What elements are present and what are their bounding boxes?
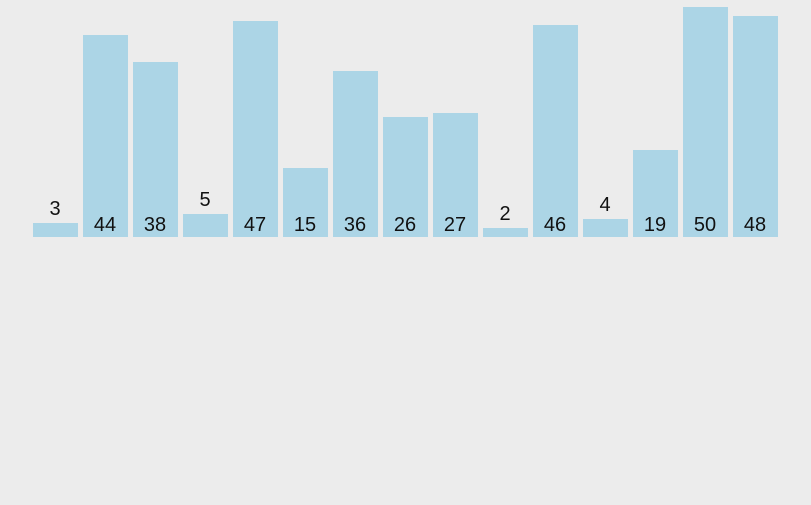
bar	[432, 112, 478, 237]
bar-value-label: 44	[93, 214, 117, 236]
bar-value-label: 46	[543, 214, 567, 236]
bar	[282, 168, 328, 237]
bar-value-label: 36	[343, 214, 367, 236]
bar	[182, 214, 228, 237]
bar	[482, 227, 528, 237]
bar-value-label: 5	[199, 189, 211, 211]
bar-value-label: 26	[393, 214, 417, 236]
bar-value-label: 47	[243, 214, 267, 236]
bar	[132, 62, 178, 237]
bar	[332, 71, 378, 237]
bar-value-label: 27	[443, 214, 467, 236]
bar-value-label: 19	[643, 214, 667, 236]
bar-value-label: 15	[293, 214, 317, 236]
bar	[682, 7, 728, 237]
bar-value-label: 2	[499, 202, 511, 225]
bar	[382, 117, 428, 237]
bar-value-label: 3	[49, 198, 61, 221]
bar	[582, 218, 628, 237]
bar	[82, 34, 128, 237]
bar	[32, 223, 78, 237]
bar	[532, 25, 578, 237]
bar-value-label: 50	[693, 214, 717, 236]
bar	[632, 149, 678, 237]
bar-value-label: 4	[599, 193, 611, 216]
bar	[732, 16, 778, 237]
bar-value-label: 48	[743, 214, 767, 236]
bar-value-label: 38	[143, 214, 167, 236]
bar	[232, 20, 278, 237]
